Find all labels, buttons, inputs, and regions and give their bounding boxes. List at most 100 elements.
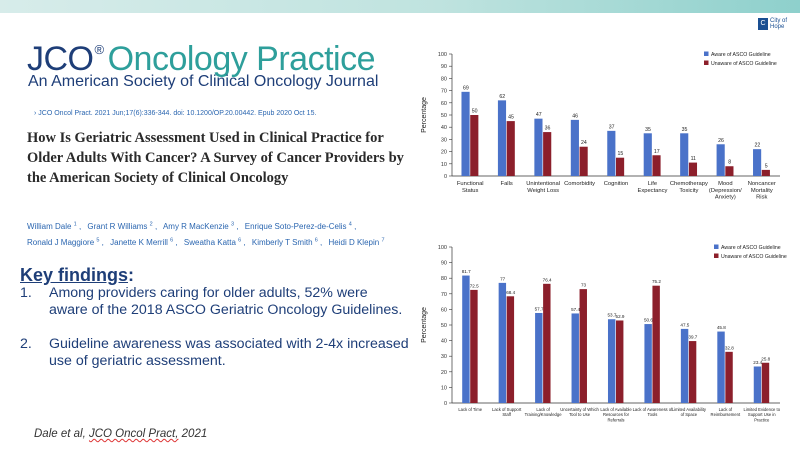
x-tick-label-line: Limited Evidence to xyxy=(744,407,781,412)
legend-swatch xyxy=(704,51,709,56)
x-tick-label: Chemotherapy Toxicity xyxy=(670,181,708,194)
x-tick-label-line: (Depression/ xyxy=(709,188,742,194)
bar xyxy=(688,162,698,176)
data-label: 53.7 xyxy=(608,313,617,318)
data-label: 69 xyxy=(463,85,469,91)
y-tick-label: 50 xyxy=(441,113,447,119)
x-tick-label-line: Risk xyxy=(756,195,767,201)
x-tick-label-line: Training/Knowledge xyxy=(525,412,563,417)
author-affiliation: 6 xyxy=(238,237,242,244)
x-tick-label-line: Support Use in xyxy=(748,412,776,417)
bar xyxy=(534,118,543,176)
y-tick-label: 40 xyxy=(441,339,447,345)
x-tick-label-line: Noncancer xyxy=(748,181,776,187)
x-tick-label-line: Uncertainty of Which xyxy=(560,407,599,412)
bar xyxy=(753,366,762,403)
bar xyxy=(616,320,624,403)
x-tick-label: Lack of Available Resources for Referrals xyxy=(600,407,632,422)
bar xyxy=(571,313,579,403)
bar xyxy=(461,91,470,176)
y-tick-label: 10 xyxy=(441,162,447,168)
bar xyxy=(761,362,770,403)
y-tick-label: 100 xyxy=(438,52,447,58)
x-tick-label-line: Staff xyxy=(502,412,511,417)
data-label: 76.4 xyxy=(543,277,552,282)
bar xyxy=(570,119,579,176)
y-tick-label: 70 xyxy=(441,292,447,298)
chart-barriers: 0 10 20 30 40 50 60 70 80 90 100 Percentage 81.7 72.5… xyxy=(421,244,787,422)
legend-entry: Aware of ASCO Guideline xyxy=(721,245,781,251)
data-label: 45.8 xyxy=(717,325,726,330)
x-tick-label: Comorbidity xyxy=(564,181,595,187)
x-tick-label: Lack of Reimbursement xyxy=(711,407,741,417)
data-label: 47 xyxy=(536,112,542,118)
x-tick-label-line: Lack of xyxy=(719,407,733,412)
finding-number: 1. xyxy=(20,285,32,301)
bar xyxy=(579,146,588,176)
author-name[interactable]: Kimberly T Smith 6 , xyxy=(251,237,323,248)
data-label: 24 xyxy=(581,140,587,146)
data-label: 32.8 xyxy=(725,345,734,350)
x-tick-label: Uncertainty of Which Tool to Use xyxy=(560,407,599,417)
y-tick-label: 80 xyxy=(441,276,447,282)
author-name[interactable]: Heidi D Klepin 7 xyxy=(328,237,385,248)
author-name[interactable]: Grant R Williams 2 , xyxy=(87,221,158,231)
y-tick-label: 70 xyxy=(441,89,447,95)
bar xyxy=(616,157,625,176)
x-tick-label-line: Cognition xyxy=(604,181,629,187)
author-affiliation: 2 xyxy=(149,221,153,227)
author-name[interactable]: Sweatha Katta 6 , xyxy=(183,237,246,248)
author-affiliation: 6 xyxy=(314,237,318,244)
author-name[interactable]: William Dale 1 , xyxy=(27,221,82,231)
logo-mark: C xyxy=(758,18,768,30)
x-tick-label-line: Lack of xyxy=(536,407,550,412)
x-tick-label-line: Tools xyxy=(648,412,658,417)
author-affiliation: 7 xyxy=(381,237,385,244)
x-tick-label-line: Lack of Awareness of xyxy=(633,407,674,412)
data-label: 26 xyxy=(718,138,724,144)
top-banner xyxy=(0,0,800,13)
citation-text: JCO Oncol Pract. 2021 Jun;17(6):336-344.… xyxy=(38,110,317,117)
data-label: 68.4 xyxy=(506,290,515,295)
bar xyxy=(535,312,543,403)
data-label: 35 xyxy=(645,127,651,133)
finding-item: 2. Guideline awareness was associated wi… xyxy=(20,336,410,370)
x-tick-label: Life Expectancy xyxy=(637,181,667,194)
bar xyxy=(543,132,552,176)
x-tick-label-line: Tool to Use xyxy=(569,412,591,417)
chart-assessment-domains: 0 10 20 30 40 50 60 70 80 90 100 Percentage 69 50 Func… xyxy=(421,51,780,201)
bar xyxy=(725,351,733,403)
bar xyxy=(470,115,479,176)
legend-swatch xyxy=(704,60,709,65)
data-label: 62 xyxy=(499,94,505,100)
y-tick-label: 0 xyxy=(444,174,447,180)
author-name[interactable]: Enrique Soto-Perez-de-Celis 4 , xyxy=(244,221,357,231)
author-name[interactable]: Janette K Merrill 6 , xyxy=(110,237,178,248)
x-tick-label-line: Limited Availability xyxy=(672,407,707,412)
logo-name: City of Hope xyxy=(770,18,788,30)
y-tick-label: 10 xyxy=(441,385,447,391)
y-tick-label: 90 xyxy=(441,261,447,267)
x-tick-label-line: Referrals xyxy=(608,417,625,422)
y-tick-label: 0 xyxy=(444,401,447,407)
x-tick-label: Cognition xyxy=(604,181,629,187)
data-label: 77 xyxy=(500,276,506,281)
bar xyxy=(680,133,689,176)
legend-entry: Unaware of ASCO Guideline xyxy=(721,254,787,260)
author-list: William Dale 1 , Grant R Williams 2 , Am… xyxy=(27,217,397,250)
data-label: 73 xyxy=(581,283,587,288)
registered-mark: ® xyxy=(94,42,105,57)
x-tick-label-line: Chemotherapy xyxy=(670,181,708,187)
finding-text: Guideline awareness was associated with … xyxy=(49,336,409,369)
author-affiliation: 5 xyxy=(96,237,100,244)
bar xyxy=(761,169,770,176)
y-tick-label: 80 xyxy=(441,76,447,82)
bar xyxy=(470,289,478,403)
data-label: 23.4 xyxy=(753,360,762,365)
chevron-right-icon: › xyxy=(34,110,37,117)
author-name[interactable]: Amy R MacKenzie 3 , xyxy=(162,221,239,231)
data-label: 25.8 xyxy=(761,356,770,361)
author-name[interactable]: Ronald J Maggiore 5 , xyxy=(27,237,104,248)
data-label: 36 xyxy=(545,126,551,132)
x-tick-label-line: of Space xyxy=(681,412,698,417)
